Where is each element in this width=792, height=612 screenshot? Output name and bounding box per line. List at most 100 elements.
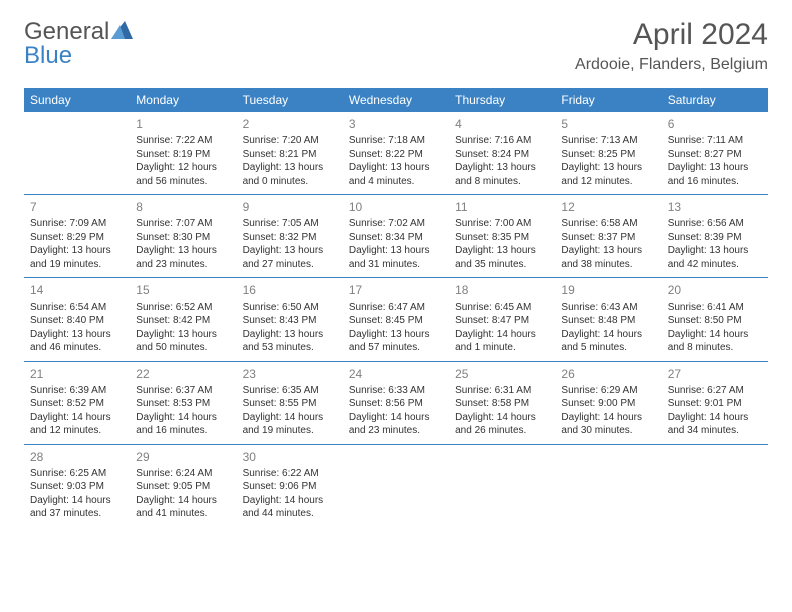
day-detail: Sunrise: 7:20 AM xyxy=(243,134,337,148)
calendar-cell: 28Sunrise: 6:25 AMSunset: 9:03 PMDayligh… xyxy=(24,444,130,527)
day-number: 26 xyxy=(561,366,655,382)
day-detail: Daylight: 13 hours and 38 minutes. xyxy=(561,244,655,271)
day-detail: Daylight: 13 hours and 23 minutes. xyxy=(136,244,230,271)
day-detail: Daylight: 14 hours and 30 minutes. xyxy=(561,411,655,438)
calendar-cell: 17Sunrise: 6:47 AMSunset: 8:45 PMDayligh… xyxy=(343,278,449,361)
day-header: Sunday xyxy=(24,88,130,112)
calendar-cell: 23Sunrise: 6:35 AMSunset: 8:55 PMDayligh… xyxy=(237,361,343,444)
calendar-cell: 2Sunrise: 7:20 AMSunset: 8:21 PMDaylight… xyxy=(237,112,343,195)
day-detail: Sunrise: 6:54 AM xyxy=(30,301,124,315)
day-number: 3 xyxy=(349,116,443,132)
day-detail: Daylight: 13 hours and 16 minutes. xyxy=(668,161,762,188)
day-detail: Daylight: 14 hours and 41 minutes. xyxy=(136,494,230,521)
calendar-cell: 8Sunrise: 7:07 AMSunset: 8:30 PMDaylight… xyxy=(130,195,236,278)
calendar-cell: 5Sunrise: 7:13 AMSunset: 8:25 PMDaylight… xyxy=(555,112,661,195)
day-number: 13 xyxy=(668,199,762,215)
day-detail: Sunset: 8:56 PM xyxy=(349,397,443,411)
day-detail: Sunset: 8:55 PM xyxy=(243,397,337,411)
day-number: 19 xyxy=(561,282,655,298)
day-number: 30 xyxy=(243,449,337,465)
day-detail: Sunset: 8:47 PM xyxy=(455,314,549,328)
day-detail: Sunrise: 6:27 AM xyxy=(668,384,762,398)
calendar-cell-empty xyxy=(343,444,449,527)
day-detail: Sunrise: 7:09 AM xyxy=(30,217,124,231)
calendar-cell: 20Sunrise: 6:41 AMSunset: 8:50 PMDayligh… xyxy=(662,278,768,361)
day-number: 4 xyxy=(455,116,549,132)
day-detail: Daylight: 13 hours and 42 minutes. xyxy=(668,244,762,271)
day-detail: Sunset: 8:27 PM xyxy=(668,148,762,162)
day-detail: Sunrise: 6:52 AM xyxy=(136,301,230,315)
calendar-cell: 19Sunrise: 6:43 AMSunset: 8:48 PMDayligh… xyxy=(555,278,661,361)
day-detail: Sunrise: 7:07 AM xyxy=(136,217,230,231)
day-detail: Daylight: 14 hours and 5 minutes. xyxy=(561,328,655,355)
day-detail: Sunset: 8:40 PM xyxy=(30,314,124,328)
day-detail: Sunrise: 7:00 AM xyxy=(455,217,549,231)
day-detail: Daylight: 14 hours and 16 minutes. xyxy=(136,411,230,438)
day-detail: Sunset: 8:58 PM xyxy=(455,397,549,411)
day-detail: Sunrise: 6:56 AM xyxy=(668,217,762,231)
day-detail: Sunrise: 6:24 AM xyxy=(136,467,230,481)
day-detail: Daylight: 14 hours and 34 minutes. xyxy=(668,411,762,438)
day-detail: Daylight: 13 hours and 12 minutes. xyxy=(561,161,655,188)
day-detail: Sunrise: 6:22 AM xyxy=(243,467,337,481)
day-detail: Daylight: 13 hours and 0 minutes. xyxy=(243,161,337,188)
calendar-cell: 22Sunrise: 6:37 AMSunset: 8:53 PMDayligh… xyxy=(130,361,236,444)
day-detail: Sunrise: 6:31 AM xyxy=(455,384,549,398)
calendar-cell: 15Sunrise: 6:52 AMSunset: 8:42 PMDayligh… xyxy=(130,278,236,361)
day-number: 16 xyxy=(243,282,337,298)
day-detail: Daylight: 14 hours and 44 minutes. xyxy=(243,494,337,521)
day-header: Friday xyxy=(555,88,661,112)
calendar-cell: 4Sunrise: 7:16 AMSunset: 8:24 PMDaylight… xyxy=(449,112,555,195)
day-detail: Sunrise: 6:47 AM xyxy=(349,301,443,315)
day-detail: Sunrise: 6:35 AM xyxy=(243,384,337,398)
calendar-cell: 10Sunrise: 7:02 AMSunset: 8:34 PMDayligh… xyxy=(343,195,449,278)
calendar-head: SundayMondayTuesdayWednesdayThursdayFrid… xyxy=(24,88,768,112)
day-detail: Sunset: 8:53 PM xyxy=(136,397,230,411)
day-header: Saturday xyxy=(662,88,768,112)
day-detail: Sunset: 8:25 PM xyxy=(561,148,655,162)
day-number: 18 xyxy=(455,282,549,298)
day-detail: Sunrise: 6:25 AM xyxy=(30,467,124,481)
calendar-cell: 24Sunrise: 6:33 AMSunset: 8:56 PMDayligh… xyxy=(343,361,449,444)
calendar-cell: 14Sunrise: 6:54 AMSunset: 8:40 PMDayligh… xyxy=(24,278,130,361)
day-number: 9 xyxy=(243,199,337,215)
day-detail: Sunset: 8:35 PM xyxy=(455,231,549,245)
calendar-cell: 25Sunrise: 6:31 AMSunset: 8:58 PMDayligh… xyxy=(449,361,555,444)
day-number: 25 xyxy=(455,366,549,382)
day-detail: Daylight: 13 hours and 46 minutes. xyxy=(30,328,124,355)
day-detail: Sunrise: 7:18 AM xyxy=(349,134,443,148)
day-header: Wednesday xyxy=(343,88,449,112)
day-number: 12 xyxy=(561,199,655,215)
calendar-cell: 29Sunrise: 6:24 AMSunset: 9:05 PMDayligh… xyxy=(130,444,236,527)
day-detail: Sunrise: 7:11 AM xyxy=(668,134,762,148)
day-number: 17 xyxy=(349,282,443,298)
day-detail: Sunset: 9:00 PM xyxy=(561,397,655,411)
day-number: 24 xyxy=(349,366,443,382)
day-detail: Sunset: 8:22 PM xyxy=(349,148,443,162)
day-detail: Sunset: 8:19 PM xyxy=(136,148,230,162)
day-detail: Daylight: 13 hours and 8 minutes. xyxy=(455,161,549,188)
logo-text-blue: Blue xyxy=(24,42,72,70)
calendar-cell: 18Sunrise: 6:45 AMSunset: 8:47 PMDayligh… xyxy=(449,278,555,361)
day-detail: Sunset: 9:01 PM xyxy=(668,397,762,411)
day-detail: Daylight: 13 hours and 50 minutes. xyxy=(136,328,230,355)
day-detail: Daylight: 13 hours and 31 minutes. xyxy=(349,244,443,271)
calendar-body: 1Sunrise: 7:22 AMSunset: 8:19 PMDaylight… xyxy=(24,112,768,527)
day-detail: Daylight: 13 hours and 27 minutes. xyxy=(243,244,337,271)
day-header: Thursday xyxy=(449,88,555,112)
day-detail: Sunrise: 6:41 AM xyxy=(668,301,762,315)
day-detail: Sunset: 9:06 PM xyxy=(243,480,337,494)
day-header: Tuesday xyxy=(237,88,343,112)
day-detail: Daylight: 14 hours and 23 minutes. xyxy=(349,411,443,438)
calendar-row: 7Sunrise: 7:09 AMSunset: 8:29 PMDaylight… xyxy=(24,195,768,278)
day-detail: Sunrise: 7:22 AM xyxy=(136,134,230,148)
calendar-cell-empty xyxy=(24,112,130,195)
day-detail: Sunrise: 7:05 AM xyxy=(243,217,337,231)
day-detail: Daylight: 13 hours and 35 minutes. xyxy=(455,244,549,271)
day-detail: Sunset: 8:29 PM xyxy=(30,231,124,245)
day-detail: Sunrise: 6:37 AM xyxy=(136,384,230,398)
day-number: 28 xyxy=(30,449,124,465)
day-detail: Daylight: 13 hours and 57 minutes. xyxy=(349,328,443,355)
day-detail: Sunrise: 6:58 AM xyxy=(561,217,655,231)
calendar-row: 28Sunrise: 6:25 AMSunset: 9:03 PMDayligh… xyxy=(24,444,768,527)
